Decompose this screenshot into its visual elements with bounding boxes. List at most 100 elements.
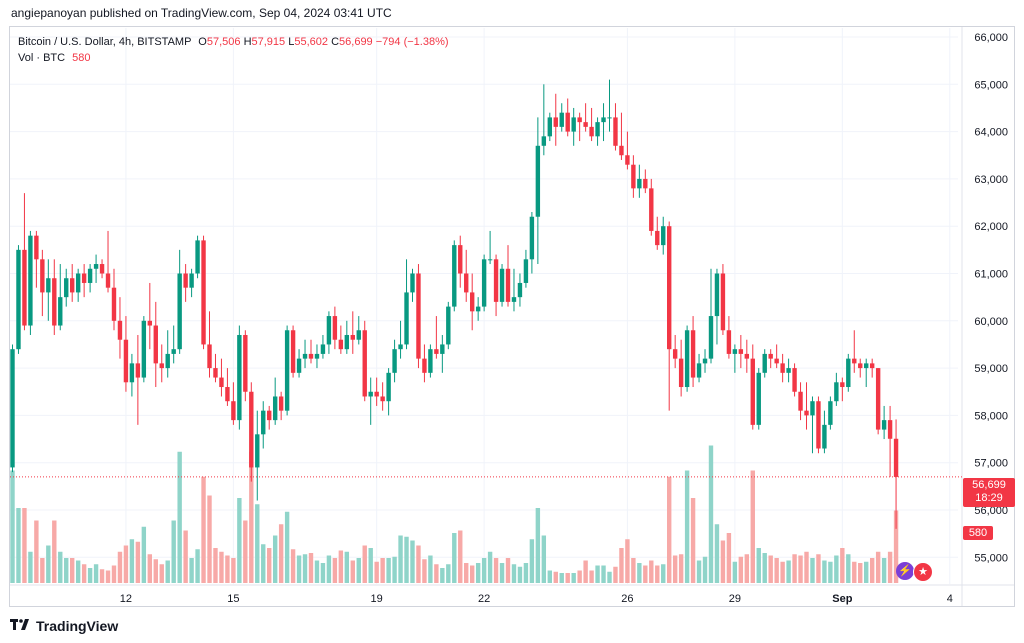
candle-body [571, 117, 576, 132]
candle-body [165, 353, 170, 369]
volume-bar [547, 570, 552, 583]
volume-bar [177, 451, 182, 583]
last-price: 56,699 [972, 479, 1006, 491]
candle-body [846, 358, 851, 388]
candle-body [46, 278, 51, 293]
candle-body [302, 353, 308, 359]
candle-body [231, 401, 236, 421]
x-tick-label: 22 [478, 593, 490, 605]
candle-body [553, 117, 558, 127]
volume-bar [350, 560, 355, 583]
y-tick-label: 58,000 [974, 410, 1008, 422]
volume-bar [493, 558, 499, 583]
volume-bar [225, 555, 230, 583]
volume-bar [553, 571, 558, 583]
volume-bar [219, 551, 224, 583]
volume-bar [559, 573, 564, 583]
ohlc-row: Bitcoin / U.S. Dollar, 4h, BITSTAMP O57,… [18, 34, 449, 50]
volume-bar [637, 563, 642, 583]
candle-body [368, 391, 373, 397]
candle-body [464, 273, 469, 293]
volume-bar [631, 558, 636, 583]
volume-bar [661, 564, 666, 583]
candle-body [475, 306, 481, 312]
publish-header: angiepanoyan published on TradingView.co… [11, 6, 392, 20]
candle-body [338, 339, 344, 350]
volume-bar [875, 551, 881, 583]
candle-body [243, 334, 248, 392]
x-tick-label: 19 [371, 593, 383, 605]
candle-body [643, 178, 648, 189]
volume-bar [458, 530, 463, 583]
volume-bar [852, 561, 857, 583]
candle-body [786, 368, 791, 373]
candle-body [864, 363, 869, 369]
candle-body [28, 235, 33, 326]
us-flag-icon[interactable]: ★ [913, 562, 933, 582]
candle-body [314, 353, 320, 359]
candle-body [452, 245, 457, 307]
volume-bar [70, 558, 75, 583]
volume-bar [446, 564, 451, 583]
change-value: −794 (−1.38%) [375, 36, 449, 48]
volume-bar [684, 470, 690, 583]
volume-bar [469, 565, 475, 583]
candle-body [237, 334, 242, 421]
candle-body [881, 420, 887, 430]
tradingview-logo-icon[interactable] [10, 618, 30, 634]
candle-body [171, 349, 176, 354]
volume-bar [272, 535, 278, 583]
lightning-icon[interactable]: ⚡ [896, 562, 914, 580]
y-tick-label: 61,000 [974, 269, 1008, 281]
volume-bar [487, 551, 493, 583]
volume-bar [565, 573, 570, 583]
candle-body [356, 330, 361, 340]
volume-bar [523, 563, 529, 583]
volume-bar [308, 553, 314, 583]
chart-frame[interactable] [9, 26, 1015, 607]
candle-body [332, 316, 338, 340]
candle-body [816, 401, 821, 449]
y-tick-label: 62,000 [974, 221, 1008, 233]
candle-body [852, 358, 857, 364]
candle-body [87, 268, 93, 283]
candle-body [320, 344, 326, 354]
candle-body [422, 358, 427, 373]
volume-bar [834, 555, 839, 583]
candle-body [893, 438, 899, 477]
volume-bar [595, 565, 600, 583]
volume-bar [28, 551, 33, 583]
volume-bar [141, 526, 147, 583]
chart-legend: Bitcoin / U.S. Dollar, 4h, BITSTAMP O57,… [18, 34, 449, 66]
candle-body [684, 330, 690, 388]
candle-body [714, 273, 720, 317]
volume-bar [452, 533, 457, 583]
volume-bar [822, 560, 827, 583]
volume-bar [16, 508, 21, 583]
candle-body [804, 410, 809, 416]
volume-bar [667, 476, 672, 583]
volume-bar [34, 520, 39, 583]
candle-body [123, 339, 129, 383]
candle-body [16, 249, 21, 350]
volume-bar [99, 569, 105, 583]
candle-body [559, 112, 564, 127]
candle-body [129, 363, 135, 383]
volume-bar [183, 530, 188, 583]
volume-bar [171, 520, 176, 583]
candle-body [768, 353, 773, 359]
footer-brand[interactable]: TradingView [36, 618, 119, 634]
volume-bar [195, 549, 200, 583]
y-tick-label: 64,000 [974, 127, 1008, 139]
volume-bar [261, 544, 266, 583]
volume-bar [702, 556, 708, 583]
y-tick-label: 63,000 [974, 174, 1008, 186]
close-value: 56,699 [339, 36, 373, 48]
volume-bar [81, 564, 87, 583]
volume-bar [607, 571, 612, 583]
y-tick-label: 60,000 [974, 316, 1008, 328]
volume-bar [810, 558, 815, 583]
bar-countdown: 18:29 [975, 492, 1003, 504]
candle-body [637, 178, 642, 189]
